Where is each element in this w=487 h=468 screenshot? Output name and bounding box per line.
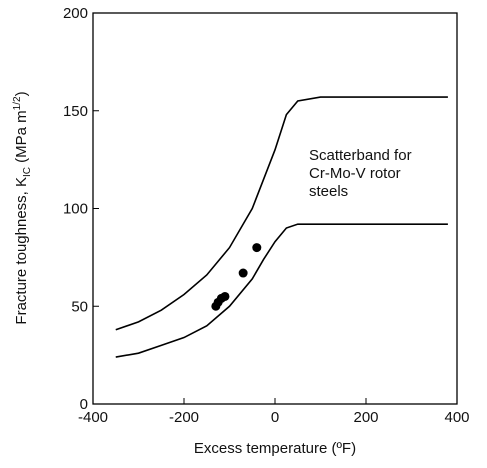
y-tick-label: 50 <box>71 298 88 315</box>
x-tick-label: -400 <box>78 409 108 426</box>
y-label-part: ) <box>13 91 30 96</box>
y-tick-label: 150 <box>63 103 88 120</box>
data-point <box>220 291 230 301</box>
data-point <box>238 268 248 278</box>
curve <box>115 96 448 331</box>
y-label-sub: IC <box>22 167 33 177</box>
y-tick-label: 0 <box>80 396 88 413</box>
plot-frame <box>92 12 458 405</box>
curve <box>115 223 448 358</box>
y-tick-label: 200 <box>63 5 88 22</box>
annotation: Cr-Mo-V rotor <box>309 165 401 182</box>
y-label-part: (MPa m <box>13 110 30 167</box>
y-tick-label: 100 <box>63 201 88 218</box>
data-point <box>252 243 262 253</box>
x-axis-label: Excess temperature (ºF) <box>194 440 356 457</box>
x-tick-label: -200 <box>169 409 199 426</box>
annotation: steels <box>309 183 348 200</box>
x-tick-label: 0 <box>271 409 279 426</box>
y-label-sup: 1/2 <box>12 96 23 110</box>
y-axis-label: Fracture toughness, KIC (MPa m1/2) <box>12 91 33 324</box>
annotation: Scatterband for <box>309 147 412 164</box>
x-tick-label: 200 <box>353 409 378 426</box>
y-label-part: Fracture toughness, K <box>13 177 30 325</box>
x-tick-label: 400 <box>444 409 469 426</box>
